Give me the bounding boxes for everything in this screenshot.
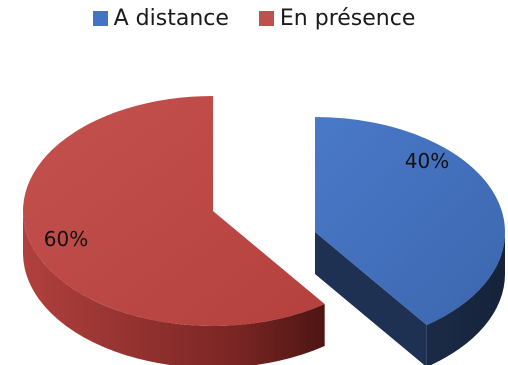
pie-slice-1 [23,96,325,326]
legend-swatch-en-presence [258,11,274,26]
legend-swatch-a-distance [92,11,108,26]
legend-label-en-presence: En présence [279,6,416,31]
slice-side-0 [426,232,505,365]
chart-legend: A distance En présence [0,6,508,31]
slice-side-1 [23,211,325,365]
legend-item-a-distance: A distance [92,6,229,31]
legend-label-a-distance: A distance [113,6,229,31]
data-label-0: 40% [405,149,449,173]
data-label-1: 60% [44,227,88,251]
legend-item-en-presence: En présence [258,6,416,31]
slice-cut-0 [315,232,427,365]
pie-slice-0 [315,117,505,326]
